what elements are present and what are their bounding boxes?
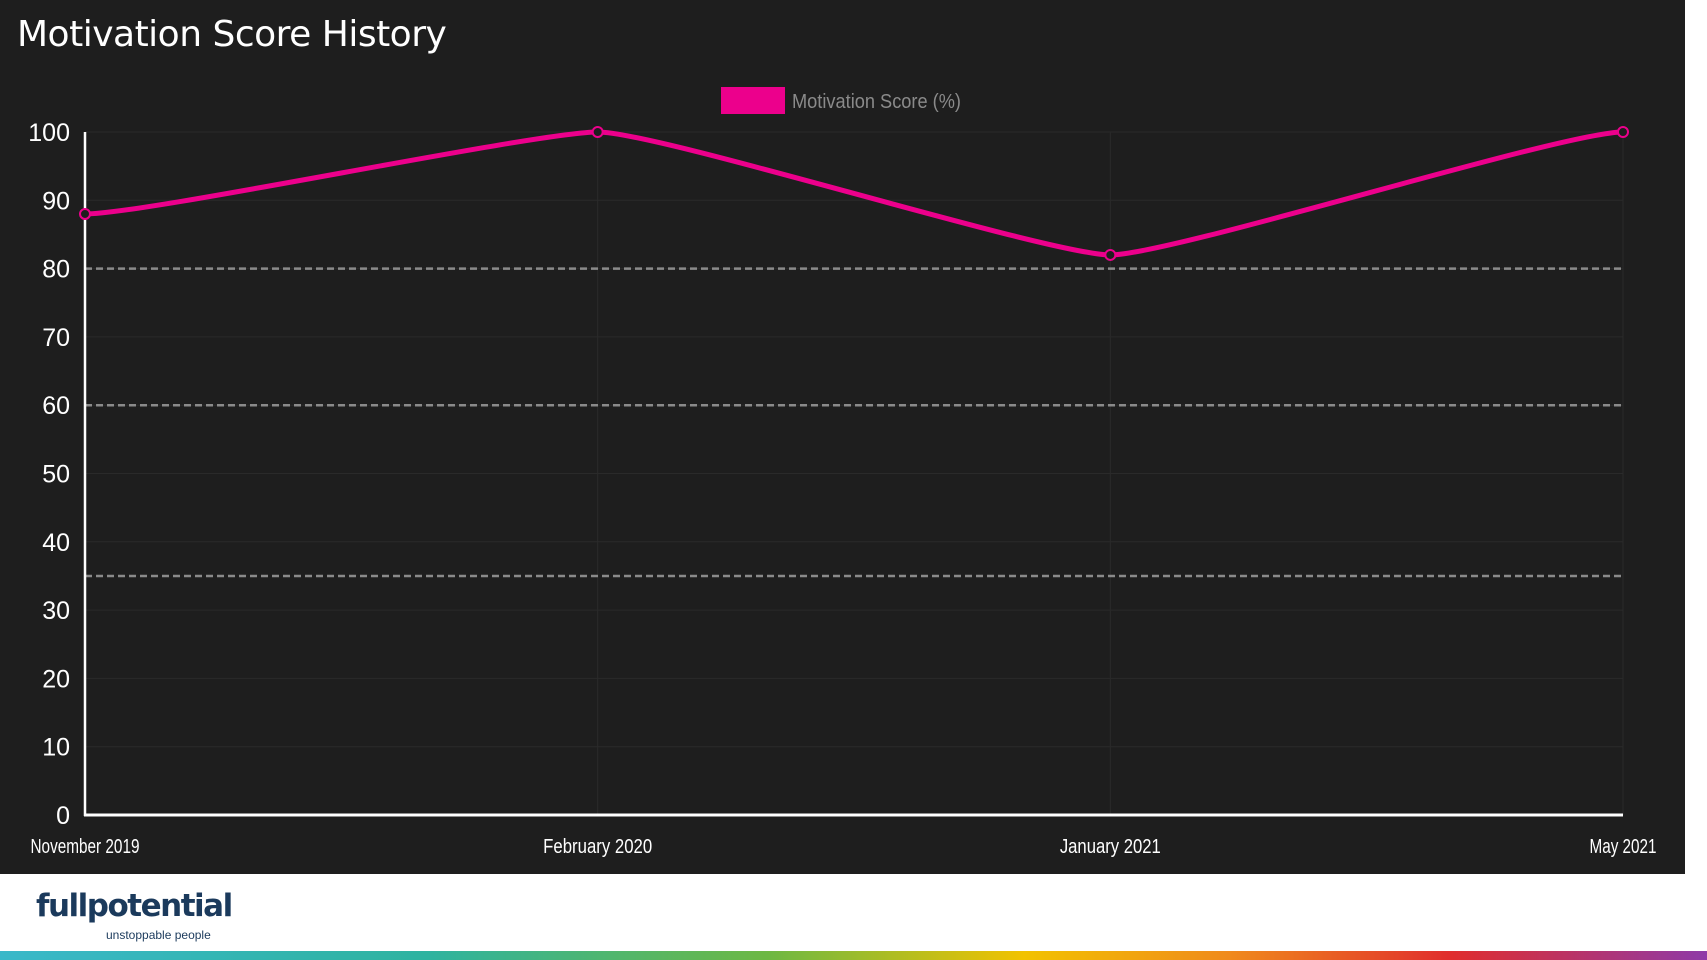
x-tick-label: January 2021: [1060, 836, 1161, 858]
x-tick-label: May 2021: [1590, 836, 1657, 858]
line-chart: 0 10 20 30 40 50 60 70 80 90 100 November 2019 Febru…: [28, 87, 1657, 858]
y-tick-label: 30: [42, 597, 70, 625]
chart-panel: Motivation Score History 0 10 20 30 40 50 60 70…: [0, 0, 1685, 874]
y-tick-label: 100: [28, 119, 70, 147]
y-tick-label: 90: [42, 187, 70, 215]
y-tick-label: 50: [42, 461, 70, 489]
rainbow-bar: [0, 951, 1707, 960]
data-point: [79, 207, 91, 220]
logo-tagline: unstoppable people: [106, 928, 211, 942]
y-tick-label: 60: [42, 392, 70, 420]
logo-wordmark: fullpotential: [36, 888, 233, 924]
legend-label: Motivation Score (%): [792, 91, 961, 113]
y-tick-label: 70: [42, 324, 70, 352]
y-tick-label: 10: [42, 734, 70, 762]
footer: fullpotential unstoppable people: [0, 874, 1707, 960]
panel-edge: [1685, 0, 1707, 874]
legend-swatch: [721, 87, 785, 114]
series-line: [82, 129, 1626, 258]
y-tick-label: 20: [42, 665, 70, 693]
y-tick-label: 0: [56, 802, 70, 830]
y-tick-label: 40: [42, 529, 70, 557]
fullpotential-logo: fullpotential unstoppable people: [36, 888, 236, 948]
y-tick-label: 80: [42, 256, 70, 284]
chart-title: Motivation Score History: [17, 14, 447, 55]
data-point: [1104, 248, 1117, 261]
x-tick-label: February 2020: [543, 836, 652, 858]
data-point: [591, 126, 604, 138]
data-point: [1617, 126, 1629, 138]
x-tick-label: November 2019: [31, 836, 140, 858]
